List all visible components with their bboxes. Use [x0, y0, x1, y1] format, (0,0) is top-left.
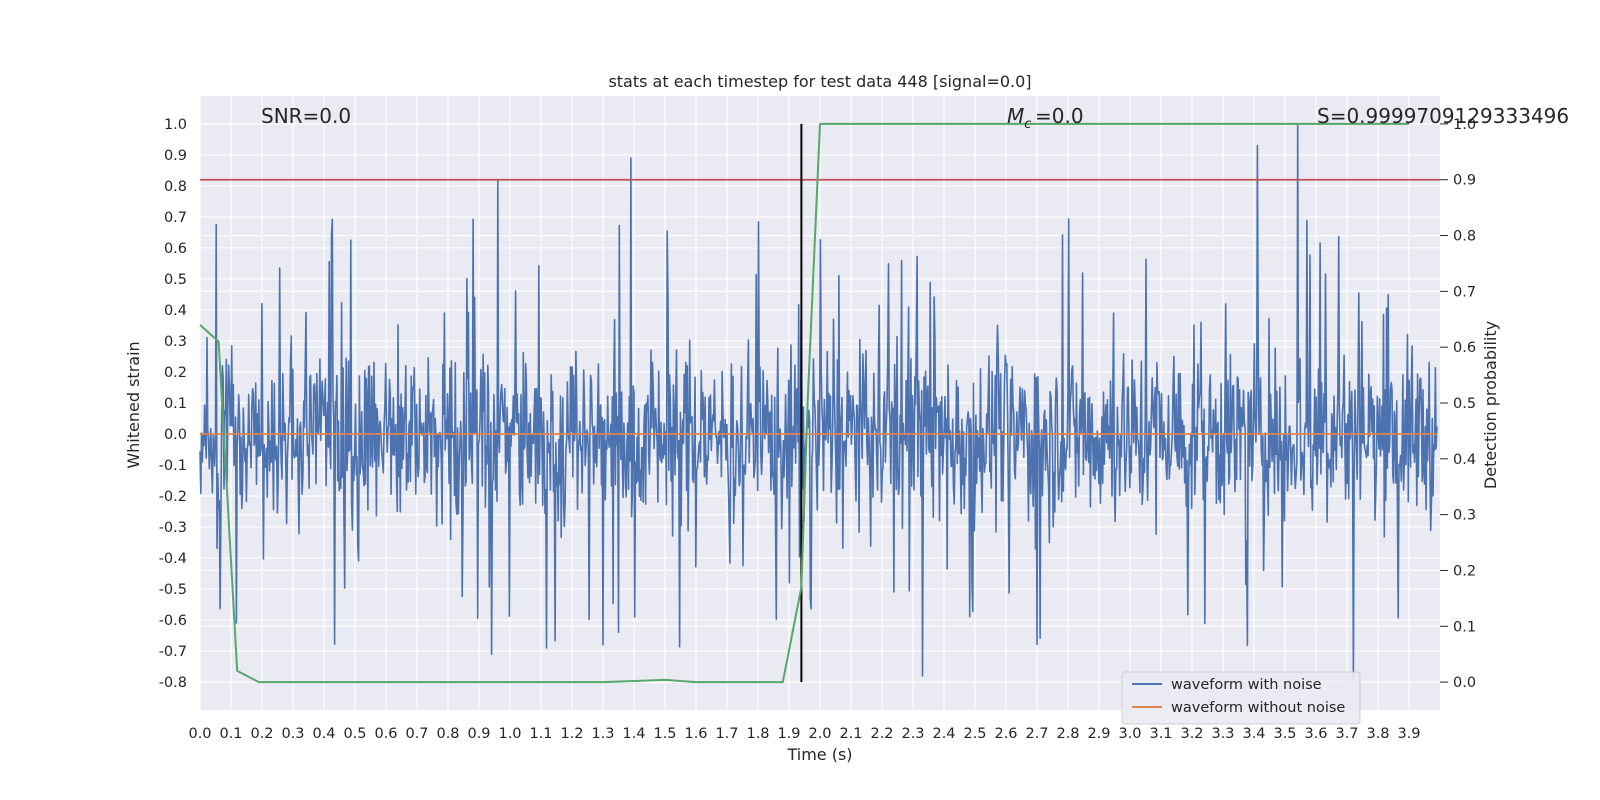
y2-tick-label: 0.0: [1453, 675, 1476, 691]
x-tick-label: 0.1: [219, 726, 242, 742]
x-tick-label: 0.4: [312, 726, 335, 742]
detection-probability-line: [199, 122, 1409, 684]
y2-axis-label: Detection probability: [1481, 321, 1500, 489]
x-tick-label: 3.9: [1397, 726, 1420, 742]
y-tick-label: 0.6: [164, 241, 187, 257]
y-tick-label: 0.5: [164, 272, 187, 288]
y2-tick-label: 0.7: [1453, 284, 1476, 300]
legend-box: [1121, 671, 1361, 725]
series-waveform-with-noise: [199, 123, 1438, 680]
x-tick-label: 1.9: [777, 726, 800, 742]
x-tick-label: 3.7: [1335, 726, 1358, 742]
x-tick-label: 2.2: [870, 726, 893, 742]
y-tick-label: 0.7: [164, 210, 187, 226]
x-tick-label: 0.9: [467, 726, 490, 742]
x-tick-label: 2.8: [1056, 726, 1079, 742]
s-annotation: S=0.9999709129333496: [1317, 104, 1569, 128]
y-tick-label: -0.5: [159, 582, 187, 598]
noise-path: [199, 123, 1438, 680]
y-tick-label: 0.0: [164, 427, 187, 443]
y-tick-label: -0.1: [159, 458, 187, 474]
x-axis-ticks: 0.0 0.1 0.2 0.3 0.4 0.5 0.6 0.7 0.8 0.9 1.0 1.1 1.2 1…: [188, 726, 1420, 742]
x-tick-label: 1.1: [529, 726, 552, 742]
x-tick-label: 3.5: [1273, 726, 1296, 742]
y2-tick-label: 0.5: [1453, 396, 1476, 412]
y-tick-label: -0.2: [159, 489, 187, 505]
x-tick-label: 1.6: [684, 726, 707, 742]
x-tick-label: 1.8: [746, 726, 769, 742]
x-tick-label: 3.0: [1118, 726, 1141, 742]
chart-title: stats at each timestep for test data 448…: [608, 72, 1031, 91]
x-tick-label: 3.6: [1304, 726, 1327, 742]
x-axis-label: Time (s): [786, 745, 852, 764]
x-tick-label: 1.0: [498, 726, 521, 742]
x-tick-label: 1.7: [715, 726, 738, 742]
y2-tick-label: 0.4: [1453, 452, 1476, 468]
y-tick-label: 0.9: [164, 148, 187, 164]
y-tick-label: -0.7: [159, 644, 187, 660]
y2-tick-label: 0.9: [1453, 173, 1476, 189]
x-tick-label: 1.5: [653, 726, 676, 742]
x-tick-label: 1.4: [622, 726, 645, 742]
x-tick-label: 2.5: [963, 726, 986, 742]
snr-annotation: SNR=0.0: [261, 104, 351, 128]
y-tick-label: -0.6: [159, 613, 187, 629]
y-axis-ticks: 1.0 0.9 0.8 0.7 0.6 0.5 0.4 0.3 0.2 0.1 0.0 -0.1 -0.…: [159, 117, 187, 691]
mc-annotation: Mc =0.0: [1007, 104, 1084, 132]
y-tick-label: 0.2: [164, 365, 187, 381]
legend: waveform with noise waveform without noi…: [1121, 671, 1361, 725]
x-tick-label: 2.7: [1025, 726, 1048, 742]
x-tick-label: 0.2: [250, 726, 273, 742]
y2-tick-label: 0.8: [1453, 229, 1476, 245]
y-tick-label: 0.3: [164, 334, 187, 350]
series-lines: [199, 122, 1440, 684]
x-tick-label: 2.6: [994, 726, 1017, 742]
mc-value: =0.0: [1035, 104, 1084, 128]
x-tick-label: 3.8: [1366, 726, 1389, 742]
y2-tick-label: 0.6: [1453, 340, 1476, 356]
x-tick-label: 2.1: [839, 726, 862, 742]
legend-label-noise: waveform with noise: [1171, 677, 1322, 693]
y-tick-label: 1.0: [164, 117, 187, 133]
x-tick-label: 2.0: [808, 726, 831, 742]
y2-axis-ticks: 1.0 0.9 0.8 0.7 0.6 0.5 0.4 0.3 0.2 0.1 0.0: [1440, 117, 1476, 691]
y-tick-label: -0.3: [159, 520, 187, 536]
y-tick-label: -0.4: [159, 551, 187, 567]
x-tick-label: 2.3: [901, 726, 924, 742]
y2-tick-label: 1.0: [1453, 117, 1476, 133]
x-tick-label: 1.2: [560, 726, 583, 742]
x-tick-label: 3.1: [1149, 726, 1172, 742]
legend-label-clean: waveform without noise: [1171, 700, 1345, 716]
y-tick-label: 0.4: [164, 303, 187, 319]
x-tick-label: 0.8: [436, 726, 459, 742]
x-tick-label: 3.2: [1180, 726, 1203, 742]
y2-tick-label: 0.2: [1453, 563, 1476, 579]
x-tick-label: 3.4: [1242, 726, 1265, 742]
x-tick-label: 2.9: [1087, 726, 1110, 742]
y-tick-label: -0.8: [159, 675, 187, 691]
y-axis-label: Whitened strain: [124, 341, 143, 468]
x-tick-label: 1.3: [591, 726, 614, 742]
x-tick-label: 0.0: [188, 726, 211, 742]
x-tick-label: 0.6: [374, 726, 397, 742]
x-tick-label: 0.5: [343, 726, 366, 742]
x-tick-label: 0.7: [405, 726, 428, 742]
y2-tick-label: 0.3: [1453, 508, 1476, 524]
x-tick-label: 3.3: [1211, 726, 1234, 742]
y2-tick-label: 0.1: [1453, 619, 1476, 635]
y-tick-label: 0.8: [164, 179, 187, 195]
y-tick-label: 0.1: [164, 396, 187, 412]
x-tick-label: 0.3: [281, 726, 304, 742]
x-tick-label: 2.4: [932, 726, 955, 742]
